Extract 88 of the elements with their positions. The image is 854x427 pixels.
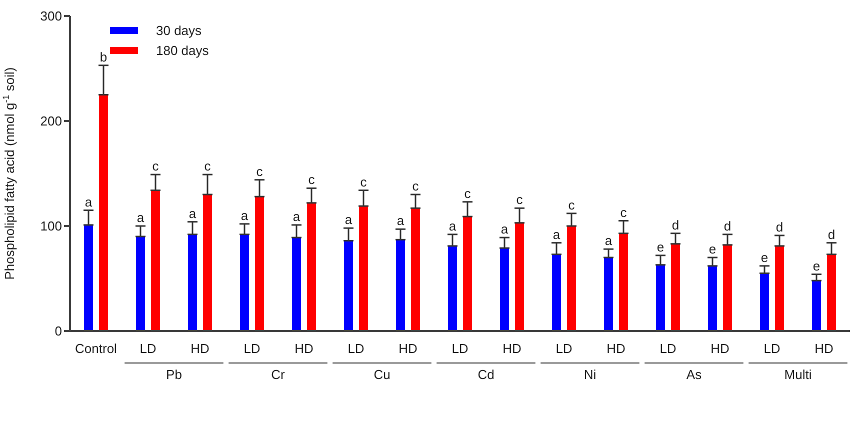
bar bbox=[136, 236, 145, 331]
data-label: c bbox=[412, 178, 420, 194]
text: As bbox=[686, 367, 702, 382]
bar bbox=[240, 234, 249, 331]
x-tick-label: HD bbox=[814, 341, 834, 356]
bar bbox=[344, 240, 353, 331]
data-label: a bbox=[136, 210, 145, 225]
bar bbox=[84, 224, 93, 331]
data-label: c bbox=[256, 164, 264, 179]
bar bbox=[656, 264, 665, 331]
x-tick-label: Control bbox=[75, 341, 118, 356]
bar bbox=[827, 254, 836, 331]
x-tick-label: LD bbox=[764, 341, 780, 356]
bar bbox=[812, 280, 821, 331]
text: Pb bbox=[166, 367, 182, 382]
x-tick-label: HD bbox=[190, 341, 210, 356]
data-label: b bbox=[100, 49, 108, 64]
data-label: a bbox=[604, 233, 613, 248]
bar bbox=[255, 196, 264, 331]
bar bbox=[463, 216, 472, 331]
data-label: d bbox=[776, 219, 784, 234]
x-tick-label: LD bbox=[452, 341, 468, 356]
data-label: e bbox=[656, 239, 664, 254]
text: Ni bbox=[584, 367, 596, 382]
data-label: c bbox=[464, 186, 472, 201]
x-tick-label: HD bbox=[502, 341, 522, 356]
bar bbox=[99, 94, 108, 331]
bar bbox=[396, 240, 405, 331]
bar bbox=[515, 222, 524, 331]
bar bbox=[307, 202, 316, 331]
data-label: c bbox=[360, 174, 368, 190]
data-label: e bbox=[760, 250, 768, 265]
data-label: a bbox=[240, 208, 249, 223]
y-tick-label: 200 bbox=[40, 114, 62, 129]
bar bbox=[151, 190, 160, 331]
data-label: a bbox=[396, 213, 405, 228]
data-label: c bbox=[516, 192, 524, 208]
x-tick-label: LD bbox=[140, 341, 156, 356]
bar bbox=[567, 226, 576, 331]
y-tick-label: 300 bbox=[40, 8, 62, 24]
bar bbox=[619, 233, 628, 331]
x-tick-label: HD bbox=[398, 341, 418, 356]
data-label: a bbox=[344, 212, 353, 228]
data-label: d bbox=[724, 218, 732, 234]
bar bbox=[760, 273, 769, 331]
text: Cu bbox=[374, 367, 390, 382]
x-tick-label: HD bbox=[710, 341, 730, 356]
bar bbox=[292, 238, 301, 331]
bar bbox=[723, 244, 732, 331]
data-label: c bbox=[152, 158, 160, 174]
data-label: a bbox=[448, 218, 457, 234]
text: Cd bbox=[478, 367, 494, 382]
data-label: c bbox=[204, 158, 212, 174]
legend-label: 180 days bbox=[156, 42, 209, 58]
text: Multi bbox=[784, 367, 812, 382]
data-label: a bbox=[500, 222, 509, 237]
bar bbox=[552, 254, 561, 331]
text: Cr bbox=[271, 367, 286, 382]
x-tick-label: LD bbox=[556, 341, 572, 356]
x-tick-label: LD bbox=[660, 341, 676, 356]
x-tick-label: HD bbox=[606, 341, 626, 356]
legend-label: 30 days bbox=[156, 22, 202, 38]
bar bbox=[411, 208, 420, 331]
bar bbox=[359, 206, 368, 331]
data-label: d bbox=[672, 217, 680, 232]
bar bbox=[671, 244, 680, 331]
data-label: c bbox=[620, 204, 628, 220]
data-label: a bbox=[292, 208, 301, 224]
data-label: e bbox=[812, 258, 820, 274]
bar bbox=[500, 248, 509, 331]
data-label: e bbox=[708, 242, 716, 256]
x-tick-label: LD bbox=[244, 341, 260, 356]
data-label: a bbox=[188, 206, 197, 221]
bar bbox=[188, 234, 197, 331]
data-label: a bbox=[84, 194, 93, 210]
data-label: d bbox=[828, 226, 836, 242]
bar bbox=[448, 246, 457, 331]
y-tick-label: 0 bbox=[54, 324, 62, 339]
x-tick-label: HD bbox=[294, 341, 314, 356]
bar bbox=[203, 194, 212, 331]
bar bbox=[775, 246, 784, 331]
x-tick-label: LD bbox=[348, 341, 364, 356]
y-tick-label: 100 bbox=[40, 218, 62, 234]
bar bbox=[708, 266, 717, 331]
bar bbox=[604, 258, 613, 331]
data-label: c bbox=[308, 172, 316, 188]
data-label: a bbox=[552, 226, 561, 242]
data-label: c bbox=[568, 197, 576, 212]
